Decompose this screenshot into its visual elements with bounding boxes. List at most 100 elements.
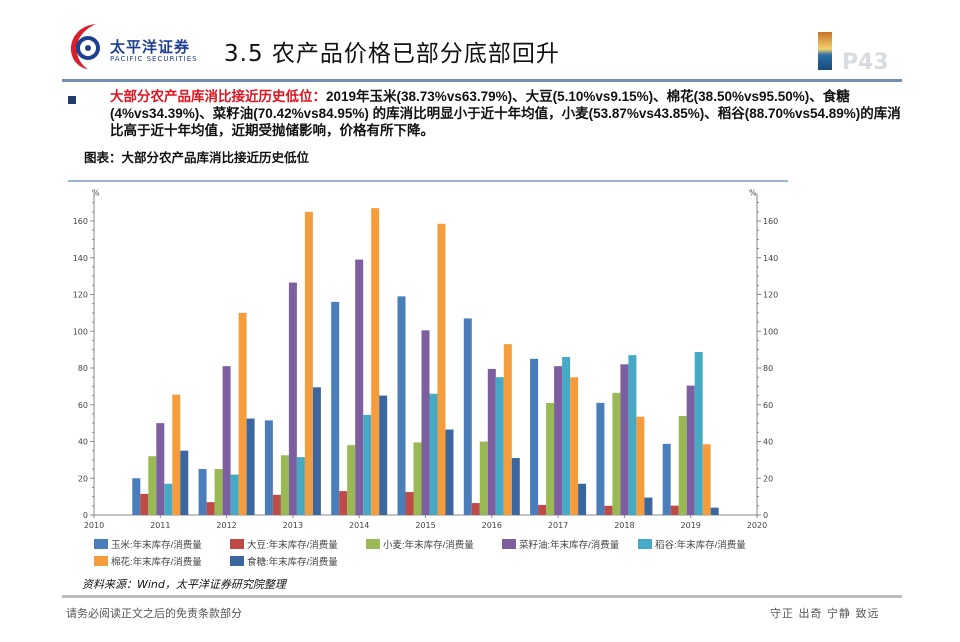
bar-2019-3 <box>686 385 695 515</box>
footer-motto: 守正 出奇 宁静 致远 <box>770 607 880 620</box>
bar-2019-1 <box>670 505 679 515</box>
bar-2011-3 <box>156 423 165 515</box>
legend-swatch <box>638 539 652 549</box>
x-tick-label: 2011 <box>150 521 170 529</box>
bar-2014-3 <box>355 259 364 515</box>
bar-2017-2 <box>546 402 555 515</box>
bar-2014-4 <box>363 414 372 515</box>
bar-2015-2 <box>413 442 422 515</box>
bar-2011-0 <box>132 478 141 515</box>
bar-2011-5 <box>172 394 181 515</box>
left-tick-label: 40 <box>78 438 88 447</box>
legend-swatch <box>230 539 244 549</box>
legend-item: 小麦:年末库存/消费量 <box>366 537 474 551</box>
legend-item: 大豆:年末库存/消费量 <box>230 537 338 551</box>
bar-2018-0 <box>596 402 605 515</box>
bar-2013-6 <box>312 387 321 515</box>
left-tick-label: 0 <box>83 511 88 520</box>
bar-2017-6 <box>578 483 587 515</box>
left-tick-label: 100 <box>73 327 88 336</box>
bar-2016-4 <box>495 377 504 515</box>
right-tick-label: 100 <box>763 327 778 336</box>
bar-2016-6 <box>511 458 520 515</box>
bar-2017-0 <box>530 358 539 515</box>
footer-disclaimer: 请务必阅读正文之后的免责条款部分 <box>66 607 242 620</box>
left-tick-label: 140 <box>73 254 88 263</box>
right-axis-unit: % <box>749 188 757 197</box>
text-block: 大部分农产品库消比接近历史低位：2019年玉米(38.73%vs63.79%)、… <box>84 88 904 166</box>
legend-label: 小麦:年末库存/消费量 <box>383 540 474 551</box>
bar-2012-6 <box>246 418 255 515</box>
left-tick-label: 160 <box>73 217 88 226</box>
logo-subtext: PACIFIC SECURITIES <box>110 55 198 63</box>
header-divider <box>62 79 902 82</box>
right-tick-label: 120 <box>763 291 778 300</box>
bar-2014-0 <box>331 301 340 515</box>
bar-2017-5 <box>570 377 579 515</box>
legend-item: 稻谷:年末库存/消费量 <box>638 537 746 551</box>
bar-2015-1 <box>405 492 414 515</box>
bar-2013-1 <box>272 494 281 515</box>
bar-2018-6 <box>644 497 653 515</box>
bar-2014-6 <box>379 395 388 515</box>
x-tick-label: 2018 <box>614 521 634 529</box>
right-tick-label: 140 <box>763 254 778 263</box>
bar-2013-4 <box>296 457 305 515</box>
legend-swatch <box>366 539 380 549</box>
x-tick-label: 2019 <box>681 521 701 529</box>
bar-2012-4 <box>230 474 239 515</box>
legend-label: 棉花:年末库存/消费量 <box>111 557 202 568</box>
bar-2013-0 <box>264 420 273 515</box>
page-title: 3.5 农产品价格已部分底部回升 <box>224 41 560 67</box>
legend-label: 食糖:年末库存/消费量 <box>247 557 338 568</box>
bar-2017-1 <box>538 504 547 515</box>
right-tick-label: 80 <box>763 364 773 373</box>
legend-item: 菜籽油:年末库存/消费量 <box>502 537 619 551</box>
bar-2014-2 <box>347 445 356 515</box>
bar-2019-4 <box>694 352 703 515</box>
figure-divider <box>68 180 788 182</box>
right-tick-label: 0 <box>763 511 768 520</box>
figure-title: 图表：大部分农产品库消比接近历史低位 <box>84 150 310 165</box>
bar-2018-3 <box>620 364 629 515</box>
bar-2011-6 <box>180 450 189 515</box>
bar-2018-1 <box>604 505 613 515</box>
bar-2019-6 <box>710 507 719 515</box>
right-tick-label: 160 <box>763 217 778 226</box>
x-tick-label: 2017 <box>548 521 568 529</box>
bar-2018-5 <box>636 416 645 515</box>
legend-item: 棉花:年末库存/消费量 <box>94 554 202 568</box>
legend-item: 食糖:年末库存/消费量 <box>230 554 338 568</box>
left-tick-label: 80 <box>78 364 88 373</box>
bar-2019-0 <box>662 443 671 515</box>
legend-swatch <box>502 539 516 549</box>
bar-2013-5 <box>304 211 313 515</box>
bar-2011-1 <box>140 493 149 515</box>
x-tick-label: 2014 <box>349 521 369 529</box>
x-tick-label: 2013 <box>283 521 303 529</box>
bar-2015-0 <box>397 296 406 515</box>
bar-2016-2 <box>479 441 488 515</box>
logo-text: 太平洋证券 <box>110 38 191 56</box>
legend-label: 大豆:年末库存/消费量 <box>247 540 338 551</box>
left-axis-unit: % <box>92 188 100 197</box>
bar-2015-6 <box>445 429 454 515</box>
body-paragraph: 大部分农产品库消比接近历史低位：2019年玉米(38.73%vs63.79%)、… <box>110 88 904 139</box>
legend-label: 稻谷:年末库存/消费量 <box>655 540 746 551</box>
bar-2016-5 <box>503 344 512 515</box>
legend-label: 菜籽油:年末库存/消费量 <box>519 540 620 551</box>
legend-swatch <box>94 539 108 549</box>
left-tick-label: 60 <box>78 401 88 410</box>
left-tick-label: 120 <box>73 291 88 300</box>
body-text: 2019年玉米(38.73%vs63.79%)、大豆(5.10%vs9.15%)… <box>110 89 901 138</box>
left-tick-label: 20 <box>78 474 88 483</box>
bar-2016-1 <box>471 503 480 515</box>
logo-icon <box>70 24 100 69</box>
figure-source: 资料来源：Wind，太平洋证券研究院整理 <box>82 578 286 591</box>
bar-2012-1 <box>206 502 215 515</box>
bar-2018-4 <box>628 355 637 515</box>
page-badge-image <box>818 32 832 70</box>
bar-2013-2 <box>280 455 289 515</box>
